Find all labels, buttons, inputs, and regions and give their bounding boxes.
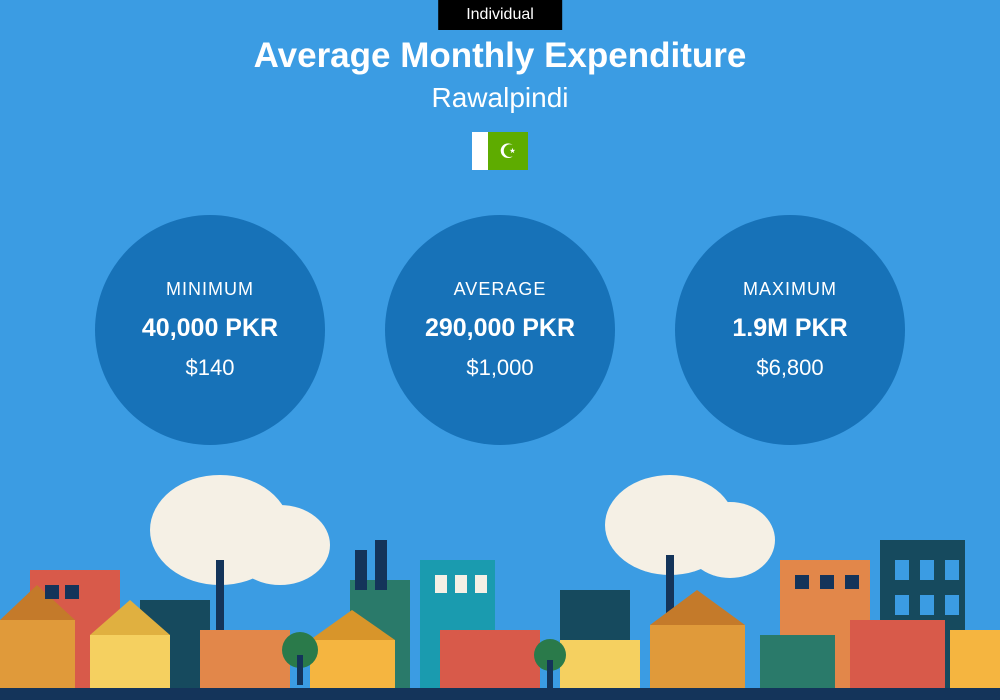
stat-value-usd: $1,000 [466,355,533,381]
city-name: Rawalpindi [0,82,1000,114]
window [475,575,487,593]
stat-value-pkr: 1.9M PKR [732,314,847,343]
chimney [355,550,367,590]
page-title: Average Monthly Expenditure [0,36,1000,76]
window [455,575,467,593]
stat-circle: AVERAGE 290,000 PKR $1,000 [385,215,615,445]
window [895,560,909,580]
cloud-icon [685,502,775,578]
stat-value-usd: $140 [186,355,235,381]
stat-label: AVERAGE [454,279,547,300]
window [845,575,859,589]
infographic-container: Individual Average Monthly Expenditure R… [0,0,1000,700]
flag-field: ☪ [488,132,528,170]
pakistan-flag-icon: ☪ [472,132,528,170]
stats-row: MINIMUM 40,000 PKR $140 AVERAGE 290,000 PKR $… [0,215,1000,445]
tree-trunk [547,660,553,688]
stat-circle: MINIMUM 40,000 PKR $140 [95,215,325,445]
window [920,595,934,615]
stat-circle: MAXIMUM 1.9M PKR $6,800 [675,215,905,445]
window [945,560,959,580]
stat-value-pkr: 290,000 PKR [425,314,575,343]
window [895,595,909,615]
stat-value-pkr: 40,000 PKR [142,314,278,343]
window [920,560,934,580]
window [45,585,59,599]
stat-value-usd: $6,800 [756,355,823,381]
roof [650,590,745,625]
window [795,575,809,589]
window [435,575,447,593]
category-badge: Individual [438,0,562,30]
badge-label: Individual [466,6,534,23]
cityscape-illustration [0,470,1000,700]
tree-trunk [297,655,303,685]
window [945,595,959,615]
chimney [375,540,387,590]
cloud-icon [230,505,330,585]
flag-stripe [472,132,488,170]
window [65,585,79,599]
ground [0,688,1000,700]
stat-label: MINIMUM [166,279,254,300]
stat-label: MAXIMUM [743,279,837,300]
window [820,575,834,589]
